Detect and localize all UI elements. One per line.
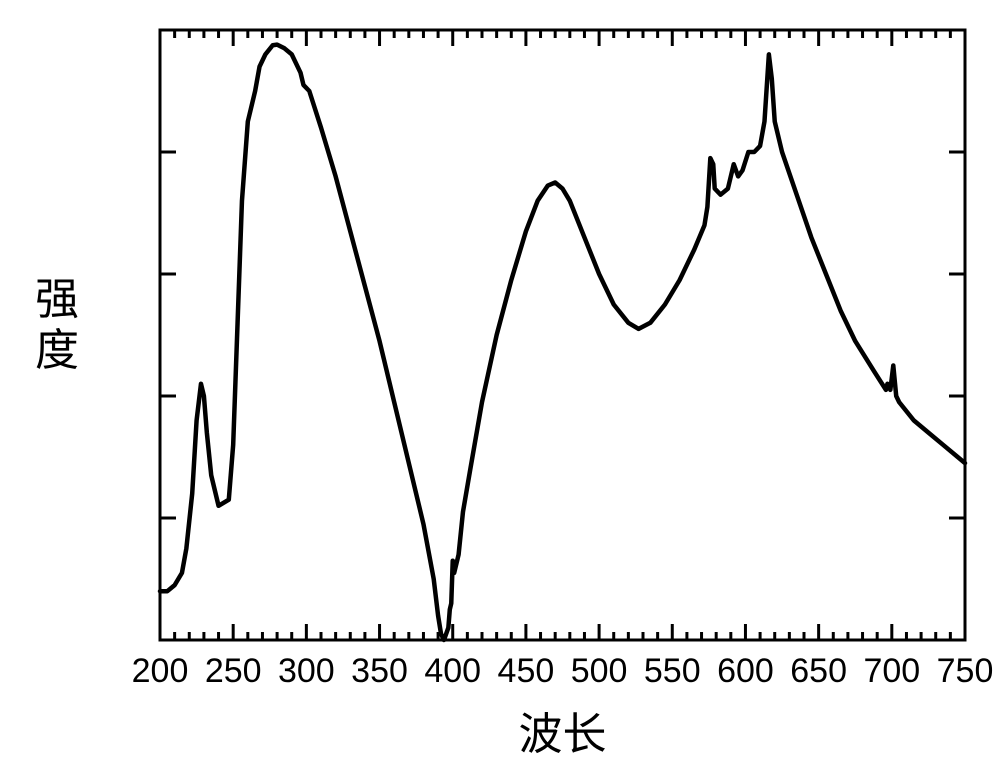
y-axis-label: 强度 [35,275,79,376]
x-tick-label: 300 [278,652,335,690]
x-tick-label: 650 [790,652,847,690]
x-tick-label: 250 [205,652,262,690]
x-tick-label: 600 [717,652,774,690]
chart-canvas: 200 250 300 350 400 450 500 550 600 650 700 750 [0,0,1000,779]
x-tick-label: 500 [571,652,628,690]
x-tick-label: 550 [644,652,701,690]
x-tick-label: 350 [351,652,408,690]
x-tick-label: 450 [498,652,555,690]
x-tick-label: 700 [863,652,920,690]
x-tick-label: 200 [132,652,189,690]
x-tick-label: 750 [937,652,994,690]
x-tick-label: 400 [424,652,481,690]
x-axis-label: 波长 [503,698,623,762]
spectrum-chart: 200250300350400450500550600650700750 波长 … [0,0,1000,779]
